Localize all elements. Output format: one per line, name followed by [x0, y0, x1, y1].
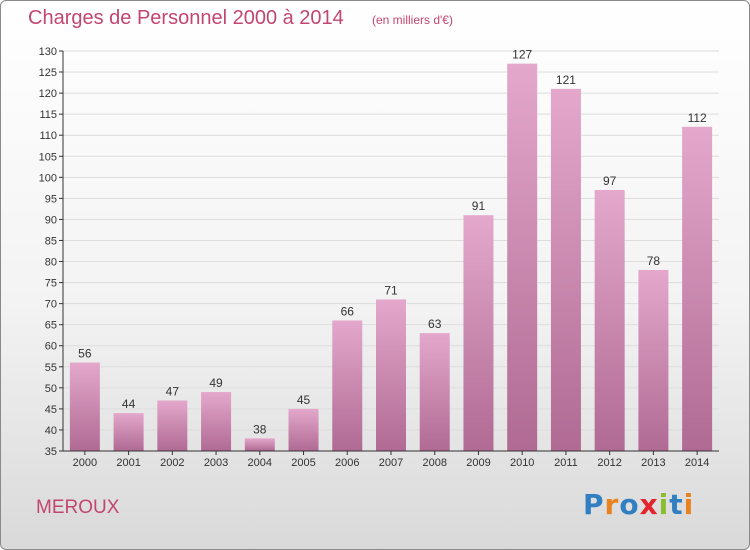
bars: [69, 63, 713, 451]
y-tick-label: 80: [45, 257, 57, 269]
data-label-2006: 66: [341, 304, 355, 318]
data-label-2009: 91: [472, 199, 486, 213]
y-tick-label: 115: [39, 109, 57, 121]
y-tick-label: 105: [39, 151, 57, 163]
data-label-2000: 56: [78, 347, 92, 361]
y-tick-label: 90: [45, 214, 57, 226]
bar-2013: [638, 269, 669, 451]
y-tick-label: 40: [45, 425, 57, 437]
bar-2002: [157, 400, 188, 451]
logo-letter: r: [604, 488, 620, 521]
y-tick-label: 45: [45, 404, 57, 416]
y-tick-label: 55: [45, 362, 57, 374]
data-label-2004: 38: [253, 422, 267, 436]
x-tick-label-2000: 2000: [73, 457, 97, 469]
x-tick-label-2013: 2013: [641, 457, 665, 469]
x-tick-label-2010: 2010: [510, 457, 534, 469]
data-label-2013: 78: [647, 254, 661, 268]
x-tick-label-2008: 2008: [422, 457, 446, 469]
bar-2003: [201, 392, 232, 451]
data-label-2011: 121: [556, 73, 576, 87]
x-tick-label-2007: 2007: [379, 457, 403, 469]
data-labels: 56 44 47 49 38 45 66 71 63 91 127 121 97 78 112: [78, 48, 707, 437]
y-tick-label: 120: [39, 88, 57, 100]
bar-2011: [550, 88, 581, 451]
x-tick-label-2005: 2005: [291, 457, 315, 469]
y-tick-labels: 35 40 45 50 55 60 65 70 75 80 85 90 95 100 105 110 115 12…: [39, 46, 57, 458]
y-tick-label: 35: [45, 446, 57, 458]
data-label-2008: 63: [428, 317, 442, 331]
data-label-2014: 112: [688, 111, 707, 125]
data-label-2005: 45: [297, 393, 311, 407]
x-tick-label-2002: 2002: [160, 457, 184, 469]
logo-letter: t: [669, 488, 684, 521]
bar-2012: [594, 189, 625, 451]
bar-2004: [244, 438, 275, 451]
logo-letter: P: [583, 488, 605, 521]
data-label-2007: 71: [384, 283, 398, 297]
y-tick-label: 75: [45, 278, 57, 290]
x-tick-label-2004: 2004: [248, 457, 272, 469]
y-tick-label: 65: [45, 320, 57, 332]
bar-2005: [288, 408, 319, 451]
data-label-2012: 97: [603, 174, 617, 188]
bar-2010: [507, 63, 538, 451]
x-tick-label-2003: 2003: [204, 457, 228, 469]
bar-2008: [419, 333, 450, 451]
x-tick-labels: 2000 2001 2002 2003 2004 2005 2006 2007 2008 2009…: [73, 451, 709, 469]
data-label-2003: 49: [209, 376, 223, 390]
y-tick-label: 125: [39, 67, 57, 79]
y-tick-label: 100: [39, 172, 57, 184]
y-tick-label: 70: [45, 299, 57, 311]
bar-2009: [463, 215, 494, 451]
proxiti-logo: Proxiti: [583, 488, 694, 521]
x-tick-label-2011: 2011: [554, 457, 578, 469]
data-label-2002: 47: [166, 384, 180, 398]
bar-2000: [69, 362, 100, 451]
chart-subtitle: (en milliers d'€): [372, 13, 453, 27]
x-tick-label-2012: 2012: [597, 457, 621, 469]
y-tick-label: 60: [45, 341, 57, 353]
x-tick-label-2001: 2001: [116, 457, 140, 469]
y-tick-label: 130: [39, 46, 57, 58]
x-tick-label-2014: 2014: [685, 457, 709, 469]
bar-2014: [682, 126, 713, 451]
commune-name: MEROUX: [36, 497, 120, 518]
y-tick-label: 50: [45, 383, 57, 395]
bar-2001: [113, 413, 144, 451]
y-tick-label: 85: [45, 235, 57, 247]
x-tick-label-2006: 2006: [335, 457, 359, 469]
logo-letter: i: [683, 488, 695, 521]
bar-2007: [376, 299, 406, 451]
y-tick-label: 95: [45, 193, 57, 205]
logo-letter: i: [658, 488, 670, 521]
y-tick-label: 110: [39, 130, 57, 142]
chart-title: Charges de Personnel 2000 à 2014: [28, 7, 344, 29]
x-tick-label-2009: 2009: [466, 457, 490, 469]
logo-letter: x: [639, 488, 659, 521]
bar-2006: [332, 320, 363, 451]
logo-letter: o: [619, 488, 640, 521]
data-label-2001: 44: [122, 397, 136, 411]
data-label-2010: 127: [512, 48, 532, 62]
